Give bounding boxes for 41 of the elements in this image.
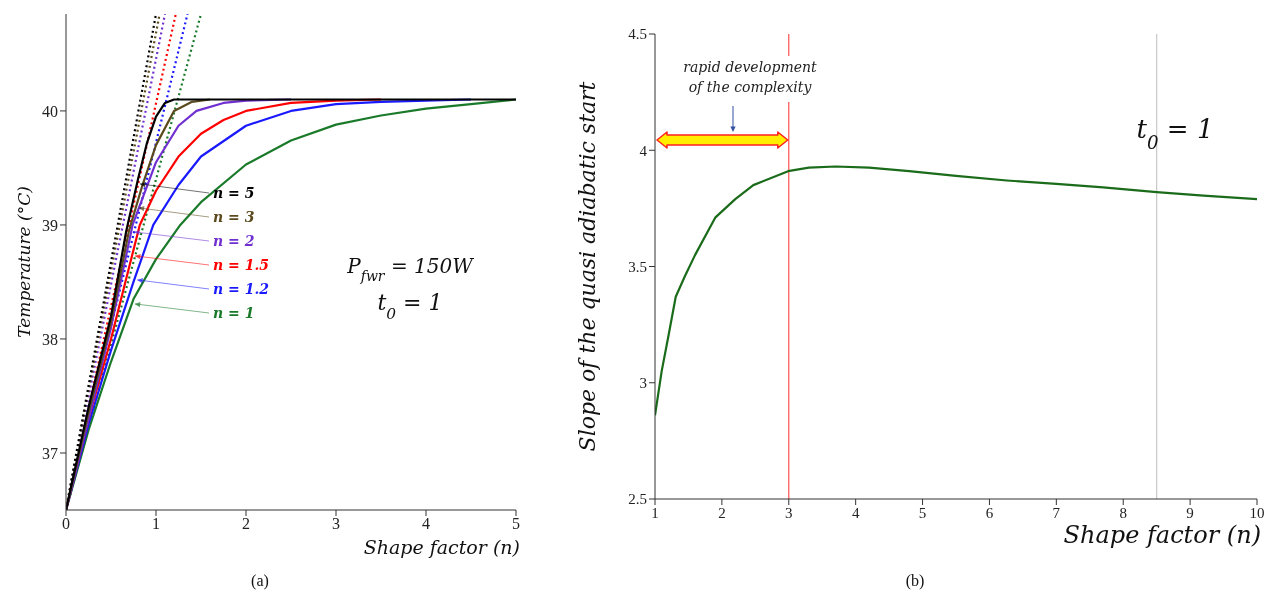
y-tick-label: 4.5 bbox=[628, 26, 647, 43]
y-tick-label: 3 bbox=[639, 375, 647, 392]
x-tick-label: 1 bbox=[651, 504, 659, 521]
x-tick-label: 2 bbox=[242, 515, 250, 533]
x-tick-label: 1 bbox=[152, 515, 160, 533]
annotation: t$_{0}$ = 1 bbox=[1136, 114, 1214, 153]
x-axis-title: Shape factor (n) bbox=[363, 536, 520, 558]
text: n = 1.5 bbox=[213, 257, 270, 273]
legend-label: n = 5 bbox=[213, 185, 255, 201]
x-tick-label: 2 bbox=[718, 504, 726, 521]
x-axis-title: Shape factor (n) bbox=[1063, 521, 1261, 549]
x-tick-label: 4 bbox=[422, 515, 430, 533]
annotation: P$_{fwr}$ = 150W bbox=[346, 254, 475, 284]
x-tick-label: 6 bbox=[985, 504, 994, 521]
y-tick-label: 39 bbox=[42, 216, 58, 234]
text: n = 2 bbox=[213, 233, 255, 249]
text: n = 3 bbox=[213, 209, 255, 225]
y-axis-title: Temperature (°C) bbox=[14, 186, 34, 338]
annotation: t$_{0}$ = 1 bbox=[377, 290, 443, 323]
y-axis-title: Slope of the quasi adiabatic start bbox=[575, 81, 600, 452]
text: (a) bbox=[251, 572, 269, 590]
x-tick-label: 5 bbox=[512, 515, 520, 533]
y-tick-label: 37 bbox=[42, 444, 58, 462]
x-tick-label: 3 bbox=[332, 515, 340, 533]
x-tick-label: 4 bbox=[851, 504, 860, 521]
x-tick-label: 0 bbox=[62, 515, 70, 533]
y-tick-label: 2.5 bbox=[628, 491, 647, 508]
text: (b) bbox=[905, 572, 925, 590]
x-tick-label: 10 bbox=[1249, 504, 1265, 521]
x-tick-label: 5 bbox=[918, 504, 927, 521]
text: n = 1 bbox=[213, 305, 255, 321]
y-tick-label: 40 bbox=[42, 102, 58, 120]
x-tick-label: 7 bbox=[1052, 504, 1061, 521]
y-tick-label: 38 bbox=[42, 330, 58, 348]
y-tick-label: 3.5 bbox=[628, 258, 647, 275]
x-tick-label: 8 bbox=[1119, 504, 1127, 521]
annotation: rapid development of the complexity bbox=[683, 59, 818, 95]
x-tick-label: 9 bbox=[1186, 504, 1194, 521]
x-tick-label: 3 bbox=[785, 504, 793, 521]
y-tick-label: 4 bbox=[639, 142, 648, 159]
text: n = 1.2 bbox=[213, 281, 270, 297]
